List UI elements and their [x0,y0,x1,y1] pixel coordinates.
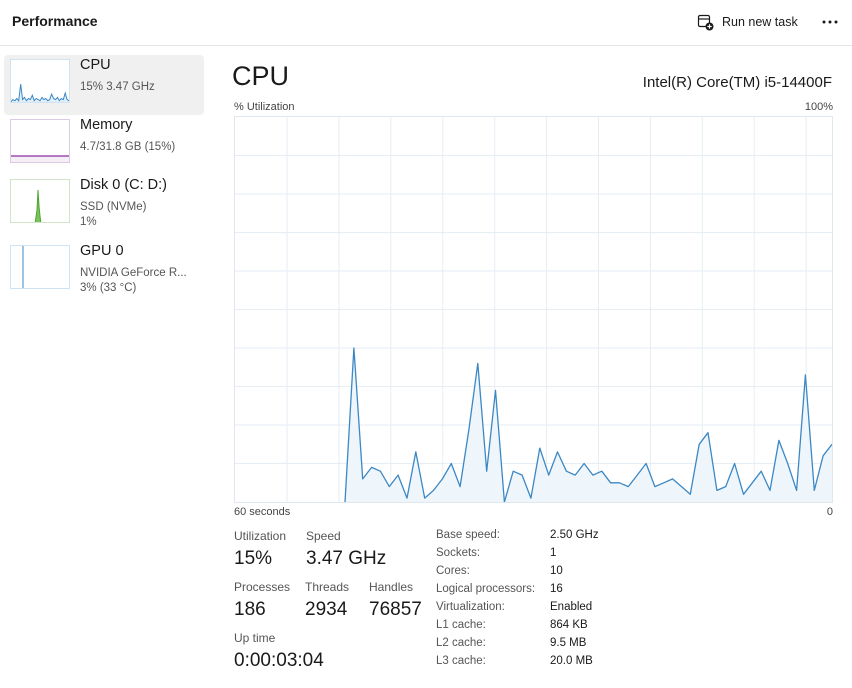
spec-value: 16 [550,583,563,595]
speed-label: Speed [306,529,341,543]
spec-value: 10 [550,565,563,577]
run-task-icon [697,14,714,30]
sidebar-item-gpu[interactable]: GPU 0 NVIDIA GeForce R... 3% (33 °C) [4,241,204,301]
uptime-value: 0:00:03:04 [234,650,324,671]
spec-value: 20.0 MB [550,655,593,667]
y-axis-label: % Utilization [234,101,295,113]
speed-value: 3.47 GHz [306,548,387,569]
sidebar-item-memory[interactable]: Memory 4.7/31.8 GB (15%) [4,115,204,175]
sidebar-item-name: CPU [80,57,111,73]
sidebar-item-detail: 4.7/31.8 GB (15%) [80,141,176,153]
cpu-utilization-chart [234,116,833,503]
sidebar-item-detail: 15% 3.47 GHz [80,81,155,93]
spec-value: 864 KB [550,619,588,631]
cpu-thumbnail-area [11,84,69,102]
cpu-series-line [344,347,833,503]
memory-thumbnail-graph [10,119,70,163]
cpu-series-area [345,348,832,502]
spec-label: Sockets: [436,547,481,559]
utilization-label: Utilization [234,529,287,543]
cpu-model-name: Intel(R) Core(TM) i5-14400F [642,74,832,91]
spec-label: Base speed: [436,529,500,541]
threads-label: Threads [305,580,350,594]
y-axis-max-label: 100% [804,101,833,113]
sidebar: CPU 15% 3.47 GHz Memory 4.7/31.8 GB (15%… [0,47,214,688]
more-icon [822,20,838,24]
sidebar-item-detail: NVIDIA GeForce R... [80,267,187,279]
cpu-thumbnail-graph [10,59,70,103]
spec-value: 9.5 MB [550,637,587,649]
spec-label: Virtualization: [436,601,505,613]
sidebar-item-cpu[interactable]: CPU 15% 3.47 GHz [4,55,204,115]
spec-label: L1 cache: [436,619,486,631]
processes-label: Processes [234,580,291,594]
sidebar-item-detail-2: 1% [80,216,97,228]
disk-thumbnail-graph [10,179,70,223]
uptime-label: Up time [234,631,276,645]
spec-value: 1 [550,547,557,559]
spec-value: 2.50 GHz [550,529,599,541]
sidebar-item-disk[interactable]: Disk 0 (C: D:) SSD (NVMe) 1% [4,175,204,235]
spec-label: Logical processors: [436,583,536,595]
sidebar-item-name: Disk 0 (C: D:) [80,177,167,193]
sidebar-item-name: Memory [80,117,133,133]
cpu-thumbnail-line [11,84,69,102]
sidebar-item-name: GPU 0 [80,243,124,259]
x-axis-end-label: 0 [826,506,833,518]
gpu-thumbnail-graph [10,245,70,289]
handles-label: Handles [369,580,414,594]
utilization-value: 15% [234,548,273,569]
threads-value: 2934 [305,599,348,620]
x-axis-label: 60 seconds [234,506,291,518]
spec-label: L2 cache: [436,637,486,649]
run-new-task-button[interactable]: Run new task [693,9,802,35]
run-new-task-label: Run new task [722,15,798,29]
handles-value: 76857 [369,599,422,620]
page-title: Performance [12,13,98,29]
sidebar-item-detail-2: 3% (33 °C) [80,282,137,294]
cpu-heading: CPU [232,61,290,91]
spec-label: L3 cache: [436,655,486,667]
top-bar: Performance Run new task [0,0,852,46]
spec-label: Cores: [436,565,470,577]
spec-value: Enabled [550,601,593,613]
main-panel: CPU Intel(R) Core(TM) i5-14400F % Utiliz… [222,47,852,688]
processes-value: 186 [234,599,266,620]
sidebar-item-detail: SSD (NVMe) [80,201,147,213]
more-options-button[interactable] [816,9,844,35]
